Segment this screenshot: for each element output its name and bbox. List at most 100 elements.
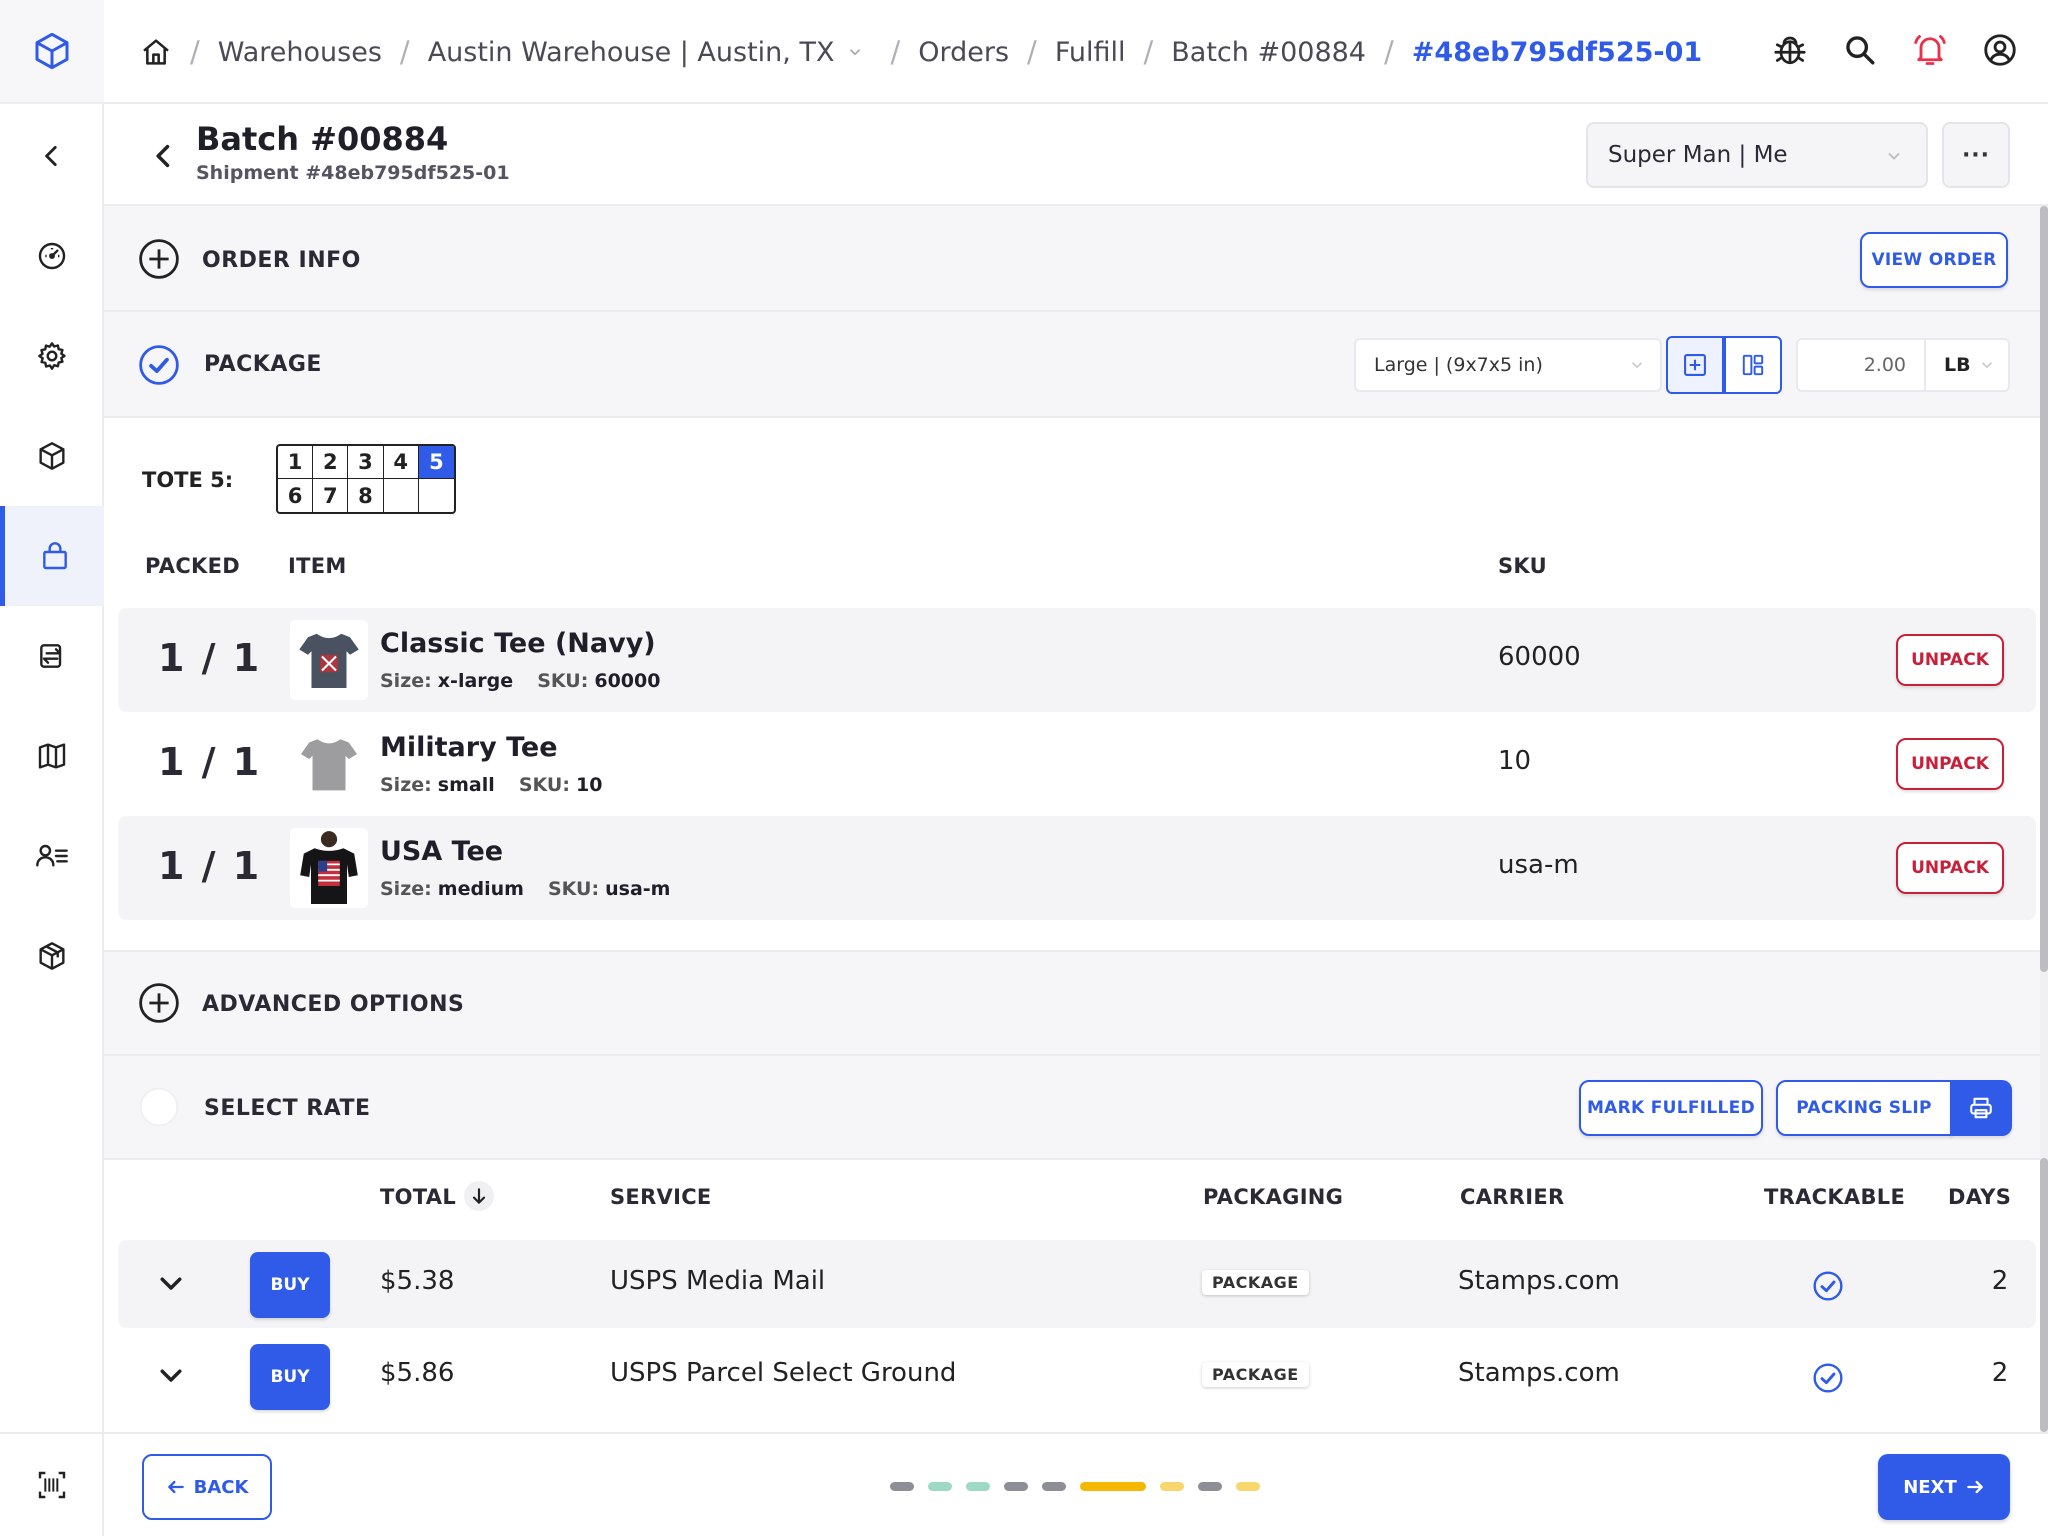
sidebar-item-orders[interactable] <box>0 506 104 606</box>
breadcrumb-separator: / <box>190 35 200 69</box>
user-list-icon <box>36 844 68 867</box>
weight-unit-select[interactable]: LB <box>1926 338 2010 392</box>
debug-button[interactable] <box>1770 30 1810 70</box>
user-select-value: Super Man | Me <box>1608 142 1788 168</box>
item-name[interactable]: USA Tee <box>380 836 504 867</box>
breadcrumb-fulfill[interactable]: Fulfill <box>1054 36 1126 68</box>
breadcrumb: / Warehouses / Austin Warehouse | Austin… <box>140 30 1702 74</box>
tote-label: TOTE 5: <box>142 468 234 492</box>
print-button[interactable] <box>1950 1080 2012 1136</box>
mark-fulfilled-button[interactable]: MARK FULFILLED <box>1579 1080 1763 1136</box>
chevron-left-icon <box>156 144 170 168</box>
buy-button[interactable]: BUY <box>250 1344 330 1410</box>
sidebar-item-map[interactable] <box>0 706 104 806</box>
breadcrumb-warehouse[interactable]: Austin Warehouse | Austin, TX <box>427 36 835 68</box>
packing-slip-button[interactable]: PACKING SLIP <box>1776 1080 1952 1136</box>
packed-count: 1 / 1 <box>158 636 262 680</box>
breadcrumb-orders[interactable]: Orders <box>918 36 1010 68</box>
col-packed: PACKED <box>145 554 240 578</box>
chevron-down-icon[interactable] <box>156 1360 186 1390</box>
sidebar-item-customers[interactable] <box>0 806 104 906</box>
item-row: 1 / 1 Military Tee Size: small SKU: 10 1… <box>118 712 2036 816</box>
notifications-button[interactable] <box>1910 30 1950 70</box>
breadcrumb-separator: / <box>890 35 901 69</box>
breadcrumb-home[interactable] <box>140 36 172 68</box>
item-name[interactable]: Classic Tee (Navy) <box>380 628 656 659</box>
item-name[interactable]: Military Tee <box>380 732 558 763</box>
user-select[interactable]: Super Man | Me <box>1586 122 1928 188</box>
sidebar-item-transfers[interactable] <box>0 606 104 706</box>
page-title: Batch #00884 <box>196 120 449 158</box>
col-carrier: CARRIER <box>1460 1185 1565 1209</box>
tote-cell[interactable]: 3 <box>348 446 384 479</box>
progress-step <box>1004 1482 1028 1491</box>
back-label: BACK <box>193 1476 249 1498</box>
arrow-left-icon <box>167 1480 184 1494</box>
expand-plus-icon[interactable] <box>138 982 180 1024</box>
warehouse-dropdown[interactable] <box>846 43 864 61</box>
item-sku: 60000 <box>1498 642 1581 672</box>
weight-input[interactable]: 2.00 <box>1796 338 1926 392</box>
box-layout-button[interactable] <box>1724 336 1782 394</box>
sort-button[interactable] <box>464 1181 494 1211</box>
breadcrumb-warehouses[interactable]: Warehouses <box>217 36 382 68</box>
back-button[interactable]: BACK <box>142 1454 272 1520</box>
unpack-button[interactable]: UNPACK <box>1896 842 2004 894</box>
tote-cell-selected[interactable]: 5 <box>418 446 454 479</box>
breadcrumb-separator: / <box>399 35 410 69</box>
next-button[interactable]: NEXT <box>1878 1454 2010 1520</box>
chevron-down-icon <box>1981 362 1993 369</box>
item-thumbnail <box>290 828 368 908</box>
item-row: 1 / 1 Classic Tee (Navy) Size: x-large S… <box>118 608 2036 712</box>
packed-count: 1 / 1 <box>158 740 262 784</box>
app-logo[interactable] <box>0 0 104 104</box>
rate-carrier: Stamps.com <box>1458 1358 1620 1388</box>
package-icon <box>39 942 65 970</box>
add-box-button[interactable] <box>1666 336 1724 394</box>
tote-cell[interactable]: 4 <box>383 446 419 479</box>
size-key: Size: <box>380 774 432 796</box>
more-options-button[interactable]: ··· <box>1942 122 2010 188</box>
sidebar-item-scan[interactable] <box>0 1432 104 1536</box>
tote-cell[interactable]: 2 <box>313 446 349 479</box>
plus-square-icon <box>1684 354 1706 376</box>
scrollbar-thumb[interactable] <box>2040 206 2048 972</box>
breadcrumb-batch[interactable]: Batch #00884 <box>1171 36 1366 68</box>
expand-plus-icon[interactable] <box>138 238 180 280</box>
chevron-down-icon[interactable] <box>156 1268 186 1298</box>
tote-cell[interactable]: 8 <box>348 479 384 512</box>
check-circle-icon[interactable] <box>138 344 180 386</box>
radio-circle-icon[interactable] <box>138 1086 180 1128</box>
item-size: x-large <box>437 670 514 692</box>
advanced-options-section: ADVANCED OPTIONS <box>104 950 2040 1056</box>
sidebar <box>0 0 104 1536</box>
breadcrumb-separator: / <box>1384 35 1394 69</box>
tote-cell[interactable]: 1 <box>278 446 314 479</box>
tote-cell[interactable]: 7 <box>313 479 349 512</box>
col-total[interactable]: TOTAL <box>380 1185 457 1209</box>
tote-cell[interactable]: 6 <box>278 479 314 512</box>
page-back-button[interactable] <box>144 134 184 178</box>
unpack-button[interactable]: UNPACK <box>1896 634 2004 686</box>
buy-button[interactable]: BUY <box>250 1252 330 1318</box>
col-packaging: PACKAGING <box>1203 1185 1344 1209</box>
box-size-select[interactable]: Large | (9x7x5 in) <box>1354 338 1662 392</box>
unpack-button[interactable]: UNPACK <box>1896 738 2004 790</box>
advanced-options-label: ADVANCED OPTIONS <box>202 992 465 1017</box>
header-actions <box>1770 30 2020 70</box>
view-order-button[interactable]: VIEW ORDER <box>1860 232 2008 288</box>
scrollbar-thumb[interactable] <box>2040 1158 2048 1432</box>
tshirt-gray-image <box>300 739 358 791</box>
sidebar-item-inventory[interactable] <box>0 906 104 1006</box>
tote-grid: 1 2 3 4 5 6 7 8 <box>276 444 456 514</box>
item-size: small <box>437 774 495 796</box>
sidebar-item-products[interactable] <box>0 406 104 506</box>
sidebar-item-settings[interactable] <box>0 306 104 406</box>
transfer-icon <box>40 644 62 668</box>
barcode-scan-icon <box>38 1471 66 1499</box>
sidebar-collapse-button[interactable] <box>0 106 104 206</box>
search-button[interactable] <box>1840 30 1880 70</box>
sku-key: SKU: <box>537 670 589 692</box>
account-button[interactable] <box>1980 30 2020 70</box>
sidebar-item-dashboard[interactable] <box>0 206 104 306</box>
